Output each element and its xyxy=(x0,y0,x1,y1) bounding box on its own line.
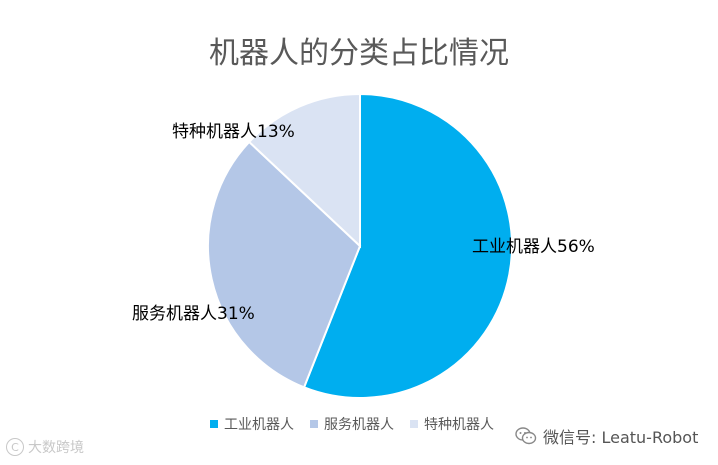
wechat-icon xyxy=(515,427,537,445)
slice-label-industrial: 工业机器人56% xyxy=(472,237,595,257)
pie-slice-industrial xyxy=(302,92,513,399)
watermark-left-text: 大数跨境 xyxy=(28,440,84,456)
pie-slice-special xyxy=(247,92,361,249)
legend-item-industrial: 工业机器人 xyxy=(210,414,294,434)
legend-item-special: 特种机器人 xyxy=(410,414,494,434)
legend-swatch-service xyxy=(310,420,318,428)
legend-label-industrial: 工业机器人 xyxy=(224,417,294,433)
pie-slice-service xyxy=(207,140,362,389)
legend-label-service: 服务机器人 xyxy=(324,417,394,433)
brand-logo-icon: C xyxy=(6,438,24,456)
slice-label-special: 特种机器人13% xyxy=(172,122,295,142)
legend: 工业机器人 服务机器人 特种机器人 xyxy=(210,414,494,434)
legend-swatch-special xyxy=(410,420,418,428)
watermark-right-text: 微信号: Leatu-Robot xyxy=(543,428,699,447)
watermark-left: C 大数跨境 xyxy=(6,437,84,457)
chart-title: 机器人的分类占比情况 xyxy=(209,36,509,71)
legend-label-special: 特种机器人 xyxy=(424,417,494,433)
legend-item-service: 服务机器人 xyxy=(310,414,394,434)
slice-label-service: 服务机器人31% xyxy=(132,304,255,324)
watermark-right: 微信号: Leatu-Robot xyxy=(515,424,698,448)
legend-swatch-industrial xyxy=(210,420,218,428)
